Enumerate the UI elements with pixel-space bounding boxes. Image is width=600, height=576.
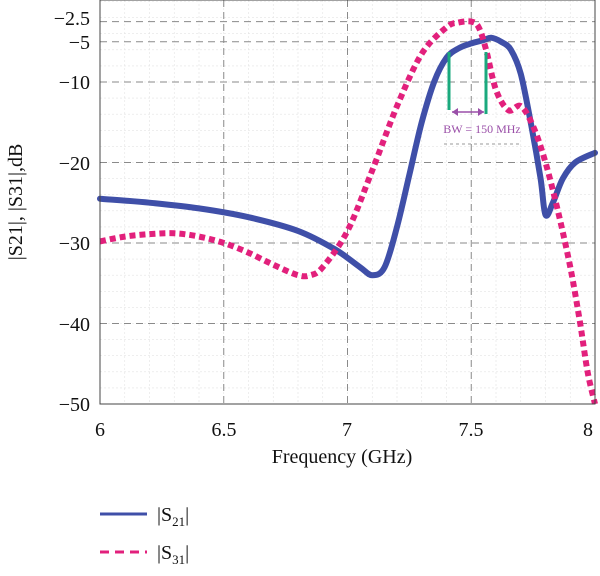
y-tick-label: −10 [59,72,90,94]
legend-pipe-s21: | [185,504,189,526]
bw-label: BW = 150 MHz [443,122,521,136]
y-tick-label: −5 [69,32,90,54]
series-line-s31 [99,18,598,405]
x-tick-label: 7 [342,419,352,441]
y-axis-ticks: −2.5 −5 −10 −20 −30 −40 −50 [54,8,90,416]
legend-label-s21: |S21| [157,504,189,529]
x-tick-label: 6.5 [212,419,237,441]
bw-label-background [440,120,526,136]
legend-pipe-s31: | [185,542,189,564]
y-tick-label: −20 [59,153,90,175]
x-tick-label: 6 [95,419,105,441]
bw-arrow-head-right [478,108,484,116]
legend-sub-s31: 31 [172,552,185,567]
y-tick-label: −50 [59,394,90,416]
legend-label-s31: |S31| [157,542,189,567]
bandwidth-annotation: BW = 150 MHz [440,52,526,145]
x-tick-label: 7.5 [459,419,484,441]
series-line-s21 [97,34,598,279]
y-axis-title: |S21|, |S31|,dB [5,144,27,261]
legend-sub-s21: 21 [172,514,185,529]
y-tick-label: −40 [59,314,90,336]
x-axis-title: Frequency (GHz) [272,446,413,468]
bw-arrow-head-left [452,108,458,116]
x-tick-label: 8 [583,419,593,441]
series-layer [97,18,598,405]
grid-major [100,0,595,404]
plot-frame [99,0,596,405]
x-axis-ticks: 6 6.5 7 7.5 8 [95,419,593,441]
y-tick-label: −30 [59,233,90,255]
y-tick-label: −2.5 [54,8,90,30]
legend: |S21| |S31| [100,504,189,567]
